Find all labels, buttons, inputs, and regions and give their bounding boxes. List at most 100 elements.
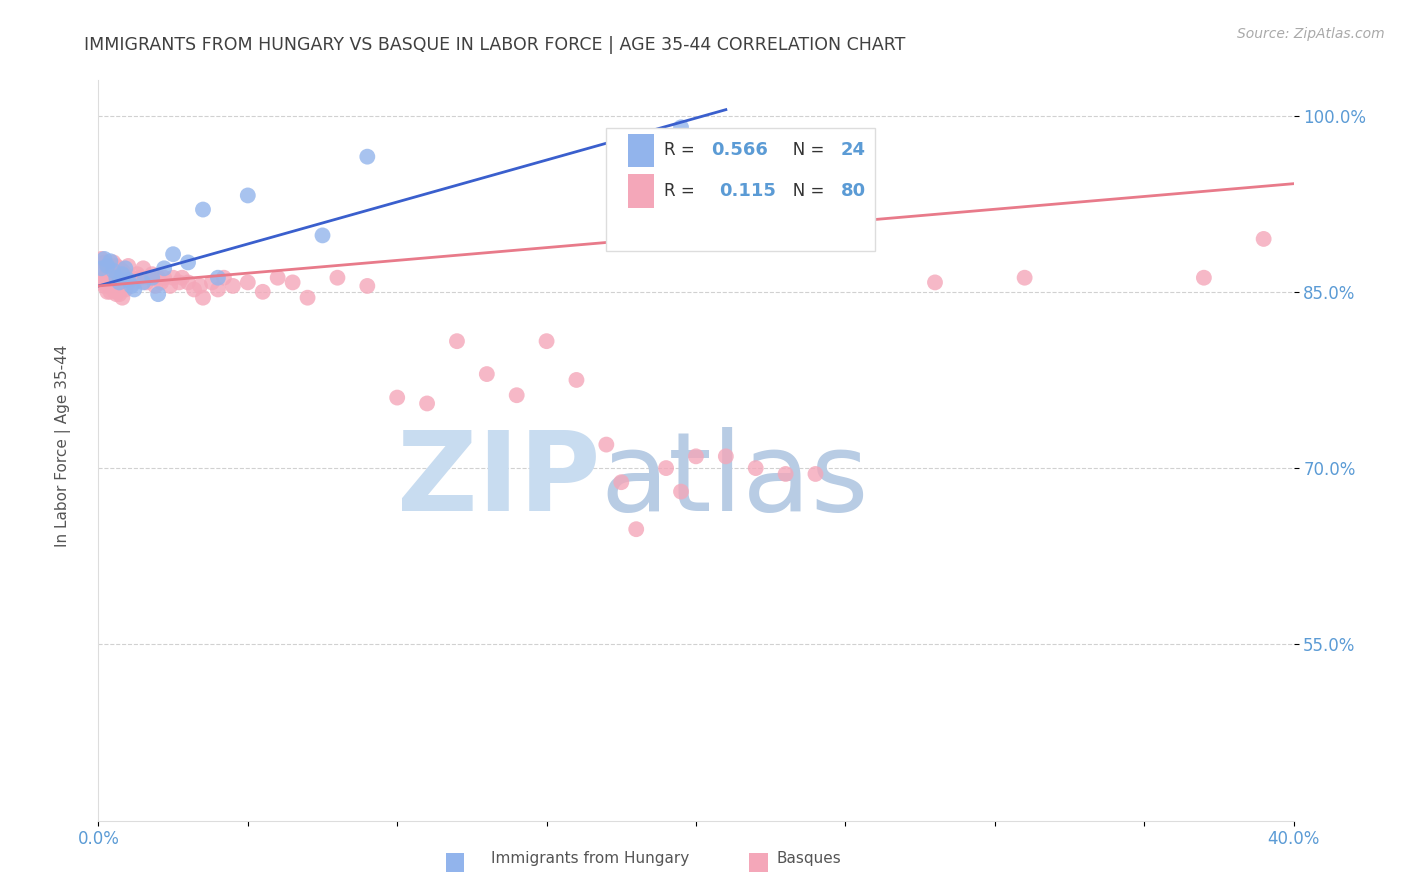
Bar [628, 134, 654, 167]
Point [90, 267, 112, 281]
Point [124, 283, 146, 297]
Point [114, 267, 136, 281]
Point [90, 276, 112, 290]
Point [105, 287, 128, 301]
Point [281, 276, 304, 290]
Point [595, 437, 617, 451]
Point [162, 247, 184, 261]
Point [138, 270, 160, 285]
Point [96, 285, 118, 299]
Point [1014, 270, 1036, 285]
Point [669, 120, 692, 135]
Point [167, 276, 190, 290]
Text: R =: R = [664, 182, 704, 200]
Point [93, 255, 115, 269]
Point [191, 202, 214, 217]
Point [222, 279, 245, 293]
Point [105, 259, 128, 273]
Point [103, 270, 125, 285]
Point [105, 276, 128, 290]
Text: R =: R = [664, 141, 700, 160]
Text: ZIP: ZIP [396, 426, 600, 533]
Point [267, 270, 290, 285]
Point [93, 270, 115, 285]
Point [111, 263, 134, 277]
Point [98, 254, 122, 268]
Point [120, 270, 142, 285]
Point [108, 287, 131, 301]
Point [103, 255, 125, 269]
Point [103, 283, 125, 297]
Point [108, 276, 131, 290]
Bar [628, 174, 654, 208]
Point [141, 267, 163, 281]
Point [153, 261, 176, 276]
Point [132, 261, 155, 276]
Point [129, 270, 152, 285]
Point [98, 273, 122, 287]
Text: 0.115: 0.115 [718, 182, 776, 200]
Point [117, 259, 139, 273]
Point [96, 261, 118, 276]
Text: Immigrants from Hungary: Immigrants from Hungary [491, 851, 690, 865]
Point [93, 252, 115, 266]
Point [610, 475, 633, 490]
Point [236, 276, 259, 290]
Point [207, 283, 229, 297]
Point [105, 270, 128, 285]
Point [150, 276, 173, 290]
Point [143, 279, 166, 293]
Point [212, 270, 235, 285]
Point [236, 188, 259, 202]
Point [111, 267, 134, 281]
FancyBboxPatch shape [606, 128, 875, 251]
Point [1192, 270, 1215, 285]
Point [311, 228, 333, 243]
Point [775, 467, 797, 481]
Text: In Labor Force | Age 35-44: In Labor Force | Age 35-44 [55, 345, 72, 547]
Point [655, 461, 678, 475]
Point [177, 276, 200, 290]
Point [177, 255, 200, 269]
Point [111, 276, 134, 290]
Point [120, 279, 142, 293]
Point [626, 522, 648, 536]
Point [506, 388, 529, 402]
Point [207, 270, 229, 285]
Point [93, 279, 115, 293]
Point [114, 283, 136, 297]
Point [90, 252, 112, 266]
Text: Source: ZipAtlas.com: Source: ZipAtlas.com [1237, 27, 1385, 41]
Text: 0.566: 0.566 [711, 141, 769, 160]
Point [714, 450, 737, 464]
Point [148, 270, 170, 285]
Point [141, 270, 163, 285]
Point [475, 367, 498, 381]
Point [135, 276, 157, 290]
Point [191, 291, 214, 305]
Point [201, 276, 224, 290]
Point [159, 279, 181, 293]
Point [117, 276, 139, 290]
Point [96, 259, 118, 273]
Point [252, 285, 274, 299]
Point [98, 259, 122, 273]
Point [103, 263, 125, 277]
Point [446, 334, 468, 348]
Point [297, 291, 319, 305]
Point [924, 276, 946, 290]
Point [356, 279, 378, 293]
Point [162, 270, 184, 285]
Point [114, 261, 136, 276]
Point [669, 484, 692, 499]
Text: N =: N = [778, 141, 830, 160]
Point [153, 270, 176, 285]
Text: IMMIGRANTS FROM HUNGARY VS BASQUE IN LABOR FORCE | AGE 35-44 CORRELATION CHART: IMMIGRANTS FROM HUNGARY VS BASQUE IN LAB… [84, 36, 905, 54]
Point [745, 461, 768, 475]
Point [90, 261, 112, 276]
Point [172, 270, 194, 285]
Point [117, 273, 139, 287]
Point [111, 291, 134, 305]
Point [804, 467, 827, 481]
Text: N =: N = [778, 182, 830, 200]
